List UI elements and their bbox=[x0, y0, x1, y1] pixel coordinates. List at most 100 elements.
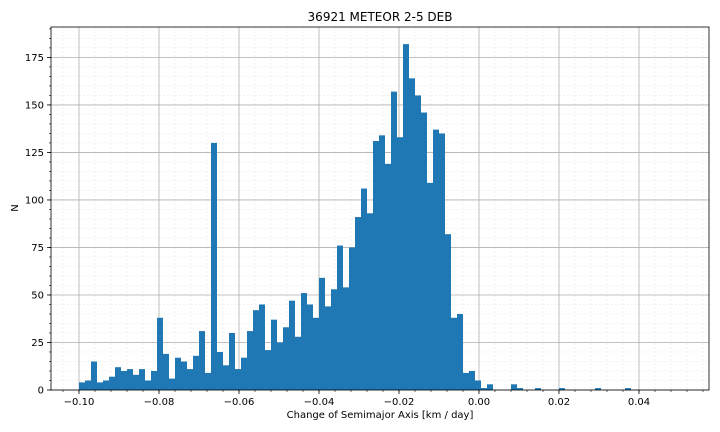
x-tick-label: −0.04 bbox=[304, 397, 335, 408]
histogram-bar bbox=[115, 367, 121, 390]
x-tick-label: −0.06 bbox=[224, 397, 255, 408]
y-tick-label: 75 bbox=[31, 243, 44, 254]
histogram-bar bbox=[367, 213, 373, 390]
histogram-bar bbox=[307, 304, 313, 390]
histogram-bar bbox=[163, 353, 169, 390]
histogram-bar bbox=[355, 217, 361, 390]
histogram-bar bbox=[85, 380, 91, 390]
histogram-bar bbox=[79, 382, 85, 390]
histogram-bar bbox=[205, 372, 211, 390]
histogram-bar bbox=[121, 370, 127, 390]
histogram-bar bbox=[103, 380, 109, 390]
y-tick-label: 50 bbox=[31, 290, 44, 301]
histogram-bar bbox=[313, 317, 319, 390]
histogram-bar bbox=[223, 365, 229, 390]
histogram-bar bbox=[127, 369, 133, 390]
histogram-bar bbox=[97, 382, 103, 390]
histogram-bar bbox=[325, 306, 331, 390]
histogram-bar bbox=[211, 142, 217, 390]
histogram-bar bbox=[427, 182, 433, 390]
histogram-bar bbox=[139, 369, 145, 390]
histogram-bar bbox=[409, 78, 415, 390]
histogram-bar bbox=[595, 388, 601, 390]
histogram-bar bbox=[319, 277, 325, 390]
histogram-bar bbox=[535, 388, 541, 390]
histogram-bar bbox=[439, 133, 445, 390]
histogram-bar bbox=[361, 188, 367, 390]
x-tick-label: 0.00 bbox=[468, 397, 490, 408]
histogram-bar bbox=[457, 313, 463, 390]
histogram-bar bbox=[451, 317, 457, 390]
histogram-bar bbox=[247, 331, 253, 390]
histogram-bar bbox=[253, 310, 259, 390]
histogram-bar bbox=[289, 300, 295, 390]
histogram-bar bbox=[301, 293, 307, 390]
x-tick-label: 0.04 bbox=[628, 397, 650, 408]
histogram-bar bbox=[517, 388, 523, 390]
histogram-bar bbox=[559, 388, 565, 390]
histogram-bar bbox=[385, 163, 391, 390]
histogram-bar bbox=[349, 247, 355, 390]
y-axis-label: N bbox=[10, 204, 21, 211]
histogram-bar bbox=[625, 388, 631, 390]
x-tick-label: −0.10 bbox=[64, 397, 95, 408]
histogram-bar bbox=[181, 361, 187, 390]
x-tick-label: −0.08 bbox=[144, 397, 175, 408]
histogram-bar bbox=[373, 141, 379, 390]
histogram-bar bbox=[511, 384, 517, 390]
histogram-bar bbox=[469, 370, 475, 390]
histogram-bar bbox=[487, 384, 493, 390]
x-axis-label: Change of Semimajor Axis [km / day] bbox=[287, 410, 474, 421]
histogram-bars bbox=[79, 44, 631, 391]
histogram-bar bbox=[229, 332, 235, 390]
histogram-bar bbox=[271, 319, 277, 390]
histogram-bar bbox=[283, 327, 289, 390]
histogram-bar bbox=[109, 376, 115, 390]
histogram-bar bbox=[397, 137, 403, 390]
histogram-bar bbox=[193, 355, 199, 390]
histogram-bar bbox=[151, 370, 157, 390]
histogram-bar bbox=[133, 374, 139, 390]
histogram-bar bbox=[343, 287, 349, 390]
histogram-bar bbox=[433, 129, 439, 390]
y-tick-label: 0 bbox=[38, 386, 44, 397]
y-tick-label: 175 bbox=[25, 53, 44, 64]
histogram-bar bbox=[241, 357, 247, 390]
plot-frame bbox=[50, 26, 710, 391]
histogram-bar bbox=[175, 357, 181, 390]
histogram-bar bbox=[421, 112, 427, 390]
y-tick-label: 25 bbox=[31, 338, 44, 349]
histogram-bar bbox=[415, 95, 421, 390]
x-axis: −0.10 −0.08 −0.06 −0.04 −0.02 0.00 0.02 0.04 bbox=[62, 390, 704, 408]
histogram-bar bbox=[259, 304, 265, 390]
histogram-bar bbox=[91, 361, 97, 390]
histogram-bar bbox=[463, 372, 469, 390]
major-grid bbox=[51, 27, 709, 391]
histogram-bar bbox=[199, 331, 205, 390]
histogram-bar bbox=[217, 351, 223, 390]
histogram-bar bbox=[169, 378, 175, 390]
x-tick-label: −0.02 bbox=[384, 397, 415, 408]
histogram-bar bbox=[157, 317, 163, 390]
y-tick-label: 100 bbox=[25, 195, 44, 206]
histogram-bar bbox=[187, 369, 193, 390]
histogram-bar bbox=[445, 234, 451, 390]
histogram-bar bbox=[295, 336, 301, 390]
y-axis: 0 25 50 75 100 125 150 175 bbox=[25, 28, 51, 397]
histogram-bar bbox=[403, 44, 409, 391]
histogram-bar bbox=[145, 380, 151, 390]
histogram-bar bbox=[391, 91, 397, 390]
histogram-bar bbox=[265, 350, 271, 390]
histogram-bar bbox=[337, 245, 343, 390]
y-tick-label: 125 bbox=[25, 148, 44, 159]
histogram-bar bbox=[379, 135, 385, 390]
chart-title: 36921 METEOR 2-5 DEB bbox=[308, 10, 453, 24]
x-tick-label: 0.02 bbox=[548, 397, 570, 408]
histogram-bar bbox=[277, 342, 283, 390]
histogram-bar bbox=[235, 369, 241, 390]
histogram-bar bbox=[475, 380, 481, 390]
histogram-bar bbox=[481, 388, 487, 390]
histogram-bar bbox=[331, 289, 337, 390]
y-tick-label: 150 bbox=[25, 100, 44, 111]
